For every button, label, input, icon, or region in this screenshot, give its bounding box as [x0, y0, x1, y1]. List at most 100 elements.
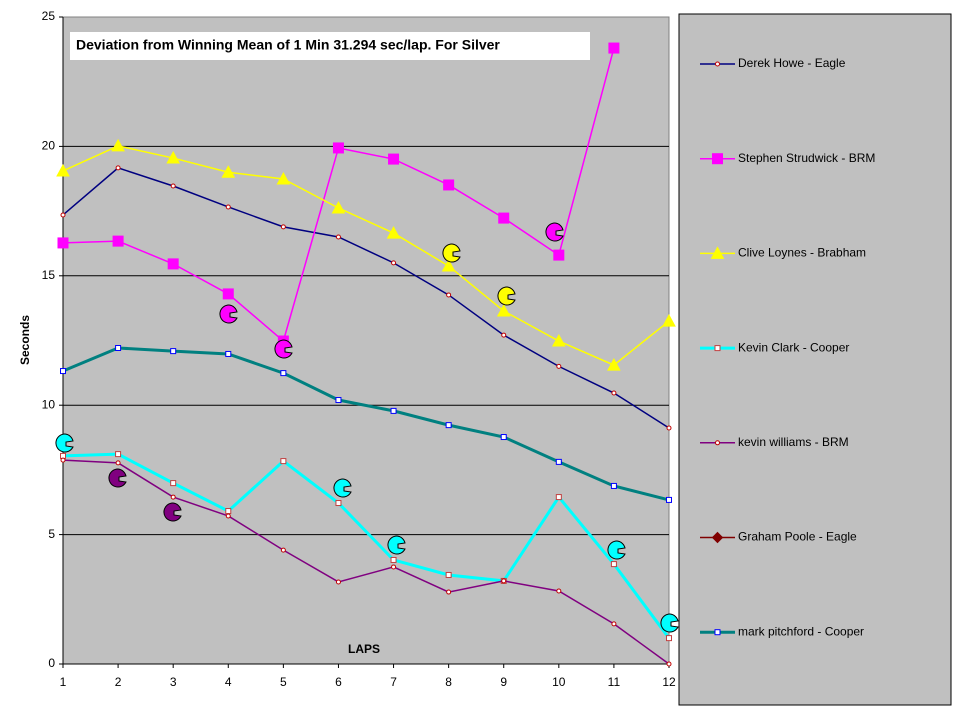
marker	[335, 234, 341, 240]
x-tick-label: 8	[445, 675, 452, 689]
marker	[225, 508, 232, 515]
marker	[167, 258, 179, 270]
x-tick-label: 7	[390, 675, 397, 689]
legend	[678, 13, 952, 706]
marker	[611, 621, 617, 627]
marker	[222, 288, 234, 300]
y-tick-label: 20	[42, 139, 56, 153]
legend-label: kevin williams - BRM	[738, 435, 849, 449]
marker	[225, 350, 232, 357]
marker	[386, 226, 401, 239]
marker	[610, 561, 617, 568]
series-line	[62, 145, 670, 366]
x-tick-label: 5	[280, 675, 287, 689]
title-box	[70, 32, 590, 60]
x-tick-label: 3	[170, 675, 177, 689]
x-axis-label: LAPS	[348, 642, 380, 656]
series-line	[62, 459, 670, 665]
y-axis-label: Seconds	[18, 315, 32, 365]
marker	[501, 578, 507, 584]
legend-label: Clive Loynes - Brabham	[738, 246, 866, 260]
marker	[556, 588, 562, 594]
helmet-icon	[660, 613, 679, 633]
x-tick-label: 10	[552, 675, 566, 689]
lines	[56, 42, 676, 667]
y-tick-label: 5	[48, 527, 55, 541]
y-tick-label: 10	[42, 397, 56, 411]
x-tick-label: 12	[662, 675, 676, 689]
x-tick-label: 2	[115, 675, 122, 689]
marker	[666, 496, 672, 503]
marker	[446, 589, 452, 595]
marker	[170, 183, 176, 189]
marker	[112, 235, 124, 247]
marker	[662, 314, 676, 327]
marker	[391, 564, 397, 570]
marker	[710, 246, 725, 259]
marker	[610, 482, 617, 489]
chart-title: Deviation from Winning Mean of 1 Min 31.…	[76, 37, 500, 53]
x-tick-label: 9	[500, 675, 507, 689]
x-tick-label: 11	[608, 675, 621, 689]
marker	[170, 494, 176, 500]
legend-label: mark pitchford - Cooper	[738, 624, 864, 638]
marker	[390, 407, 397, 414]
legend-label: Kevin Clark - Cooper	[738, 340, 849, 354]
marker	[170, 480, 177, 487]
marker	[498, 212, 510, 224]
marker	[391, 260, 397, 266]
marker	[551, 333, 566, 347]
marker	[715, 440, 720, 446]
marker	[445, 422, 452, 429]
marker	[166, 151, 181, 164]
marker	[443, 179, 455, 191]
marker	[608, 42, 620, 54]
legend-label: Derek Howe - Eagle	[738, 56, 846, 70]
marker	[115, 345, 122, 352]
x-tick-label: 6	[335, 675, 342, 689]
y-tick-label: 0	[48, 656, 55, 670]
marker	[715, 61, 720, 67]
series-line	[62, 167, 670, 429]
marker	[445, 571, 452, 578]
marker	[225, 204, 231, 210]
marker	[666, 425, 672, 431]
plot-area	[62, 16, 670, 665]
marker	[335, 397, 342, 404]
marker	[60, 368, 66, 375]
marker	[225, 513, 231, 519]
marker	[390, 556, 397, 563]
marker	[335, 500, 342, 507]
marker	[60, 457, 66, 463]
marker	[331, 200, 346, 214]
marker	[711, 531, 724, 544]
marker	[280, 370, 287, 377]
marker	[280, 547, 286, 553]
series-line	[62, 346, 670, 502]
marker	[441, 258, 456, 272]
marker	[115, 460, 121, 466]
marker	[335, 579, 341, 585]
marker	[555, 494, 562, 501]
marker	[388, 153, 400, 165]
marker	[276, 171, 291, 185]
marker	[611, 390, 617, 396]
marker	[607, 358, 621, 371]
marker	[111, 138, 125, 152]
marker	[57, 237, 69, 249]
x-tick-label: 4	[225, 675, 232, 689]
marker	[115, 165, 121, 171]
marker	[500, 434, 507, 441]
marker	[714, 345, 721, 352]
marker	[280, 458, 287, 465]
marker	[280, 224, 286, 230]
marker	[553, 249, 565, 261]
series-line	[62, 452, 671, 640]
marker	[221, 165, 236, 178]
marker	[556, 363, 562, 369]
marker	[332, 142, 344, 154]
marker	[501, 332, 507, 338]
marker	[714, 629, 721, 636]
